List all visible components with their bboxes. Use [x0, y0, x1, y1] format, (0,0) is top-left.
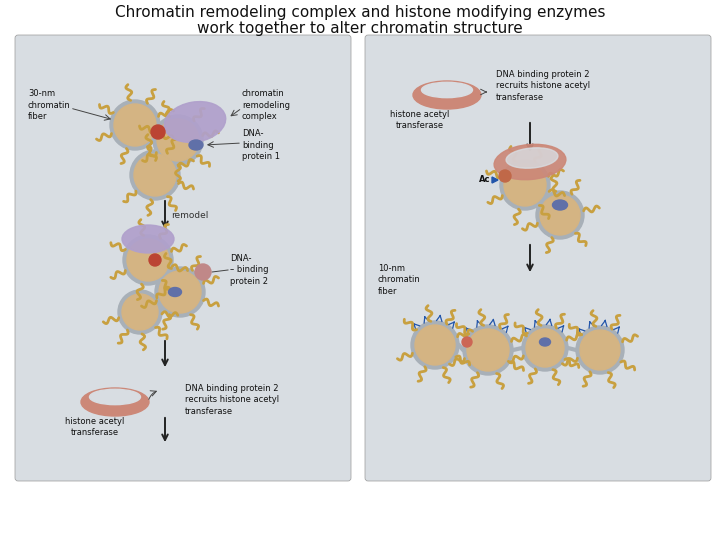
Circle shape: [504, 164, 546, 206]
Text: DNA binding protein 2
recruits histone acetyl
transferase: DNA binding protein 2 recruits histone a…: [496, 70, 590, 102]
Text: remodel: remodel: [171, 211, 208, 219]
Circle shape: [499, 170, 511, 182]
Ellipse shape: [421, 82, 472, 98]
Circle shape: [195, 264, 211, 280]
Text: histone acetyl
transferase: histone acetyl transferase: [390, 110, 450, 130]
Circle shape: [155, 267, 205, 317]
Text: DNA-
binding
protein 1: DNA- binding protein 1: [242, 130, 280, 160]
Circle shape: [118, 290, 162, 334]
Polygon shape: [492, 177, 498, 183]
Circle shape: [536, 191, 584, 239]
Text: histone acetyl
transferase: histone acetyl transferase: [66, 417, 125, 437]
Ellipse shape: [552, 200, 567, 210]
Circle shape: [526, 329, 564, 367]
Circle shape: [522, 325, 568, 371]
Text: 30-nm
chromatin
fiber: 30-nm chromatin fiber: [28, 90, 71, 120]
Text: 10-nm
chromatin
fiber: 10-nm chromatin fiber: [378, 265, 420, 295]
Ellipse shape: [168, 287, 181, 296]
Ellipse shape: [506, 148, 558, 168]
Circle shape: [463, 325, 513, 375]
Ellipse shape: [539, 338, 551, 346]
Circle shape: [110, 100, 160, 150]
Ellipse shape: [122, 225, 174, 253]
Circle shape: [134, 154, 176, 196]
Ellipse shape: [89, 389, 140, 404]
Circle shape: [153, 115, 203, 165]
Circle shape: [540, 195, 580, 235]
Circle shape: [123, 235, 173, 285]
Text: chromatin
remodeling
complex: chromatin remodeling complex: [242, 90, 290, 120]
Circle shape: [127, 239, 169, 281]
Circle shape: [415, 325, 455, 365]
Text: Chromatin remodeling complex and histone modifying enzymes: Chromatin remodeling complex and histone…: [114, 5, 606, 21]
Circle shape: [580, 330, 620, 370]
Circle shape: [151, 125, 165, 139]
Ellipse shape: [189, 140, 203, 150]
Ellipse shape: [494, 144, 566, 180]
Ellipse shape: [81, 388, 149, 416]
Text: work together to alter chromatin structure: work together to alter chromatin structu…: [197, 22, 523, 37]
Circle shape: [157, 119, 199, 161]
Text: DNA-
– binding
protein 2: DNA- – binding protein 2: [230, 254, 269, 286]
FancyBboxPatch shape: [15, 35, 351, 481]
Ellipse shape: [413, 81, 481, 109]
Circle shape: [462, 337, 472, 347]
Text: DNA binding protein 2
recruits histone acetyl
transferase: DNA binding protein 2 recruits histone a…: [185, 384, 279, 416]
Circle shape: [576, 326, 624, 374]
Circle shape: [130, 150, 180, 200]
Circle shape: [411, 321, 459, 369]
Circle shape: [467, 329, 509, 371]
Circle shape: [114, 104, 156, 146]
FancyBboxPatch shape: [365, 35, 711, 481]
Circle shape: [159, 271, 201, 313]
Ellipse shape: [164, 102, 226, 143]
Circle shape: [122, 294, 158, 330]
Circle shape: [500, 160, 550, 210]
Circle shape: [149, 254, 161, 266]
Text: Ac: Ac: [479, 176, 490, 185]
